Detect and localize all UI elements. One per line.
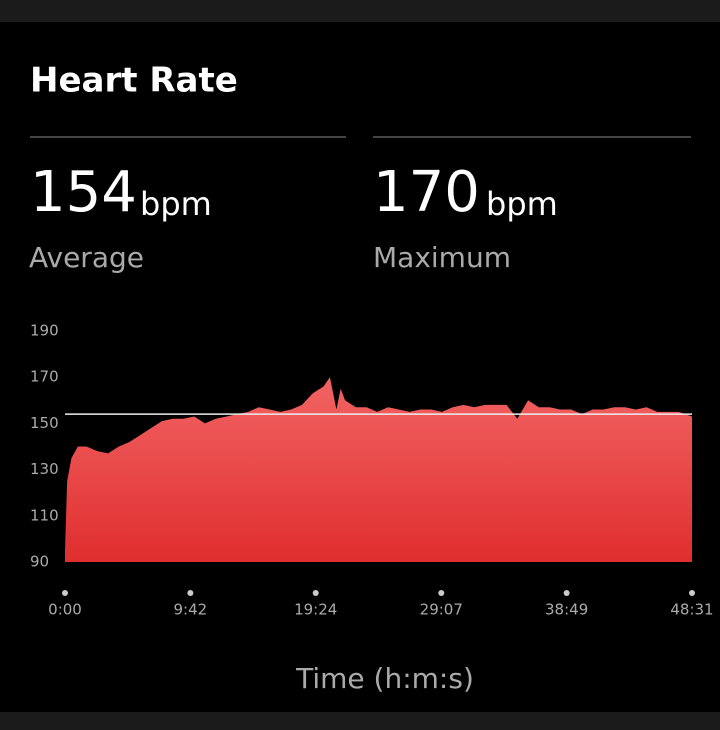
y-tick-label: 90 — [30, 553, 49, 571]
x-tick-dot — [438, 590, 445, 596]
area — [65, 377, 692, 562]
x-axis-label: Time (h:m:s) — [295, 662, 474, 695]
stat-label: Maximum — [373, 241, 511, 274]
stat-value: 170 — [373, 160, 480, 225]
x-tick-label: 48:31 — [670, 601, 713, 619]
x-tick-label: 19:24 — [294, 601, 337, 619]
x-tick-label: 9:42 — [174, 601, 208, 619]
y-tick-label: 130 — [30, 460, 59, 478]
x-tick-dot — [563, 590, 570, 596]
x-tick-dot — [62, 590, 68, 596]
x-tick-label: 38:49 — [545, 601, 588, 619]
y-tick-label: 150 — [30, 414, 59, 432]
stat-value: 154 — [30, 160, 137, 225]
title: Heart Rate — [30, 61, 238, 101]
y-tick-label: 170 — [30, 368, 59, 386]
y-tick-label: 110 — [30, 506, 59, 524]
x-tick-dot — [689, 590, 695, 596]
stat-unit: bpm — [140, 185, 212, 223]
stat-unit: bpm — [486, 185, 558, 223]
x-tick-dot — [187, 590, 194, 596]
nav-bar — [0, 712, 720, 730]
x-tick-dot — [312, 590, 319, 596]
status-bar — [0, 0, 720, 22]
stat-label: Average — [29, 241, 144, 274]
y-tick-label: 190 — [30, 322, 59, 340]
x-tick-label: 29:07 — [420, 601, 463, 619]
x-tick-label: 0:00 — [48, 601, 82, 619]
